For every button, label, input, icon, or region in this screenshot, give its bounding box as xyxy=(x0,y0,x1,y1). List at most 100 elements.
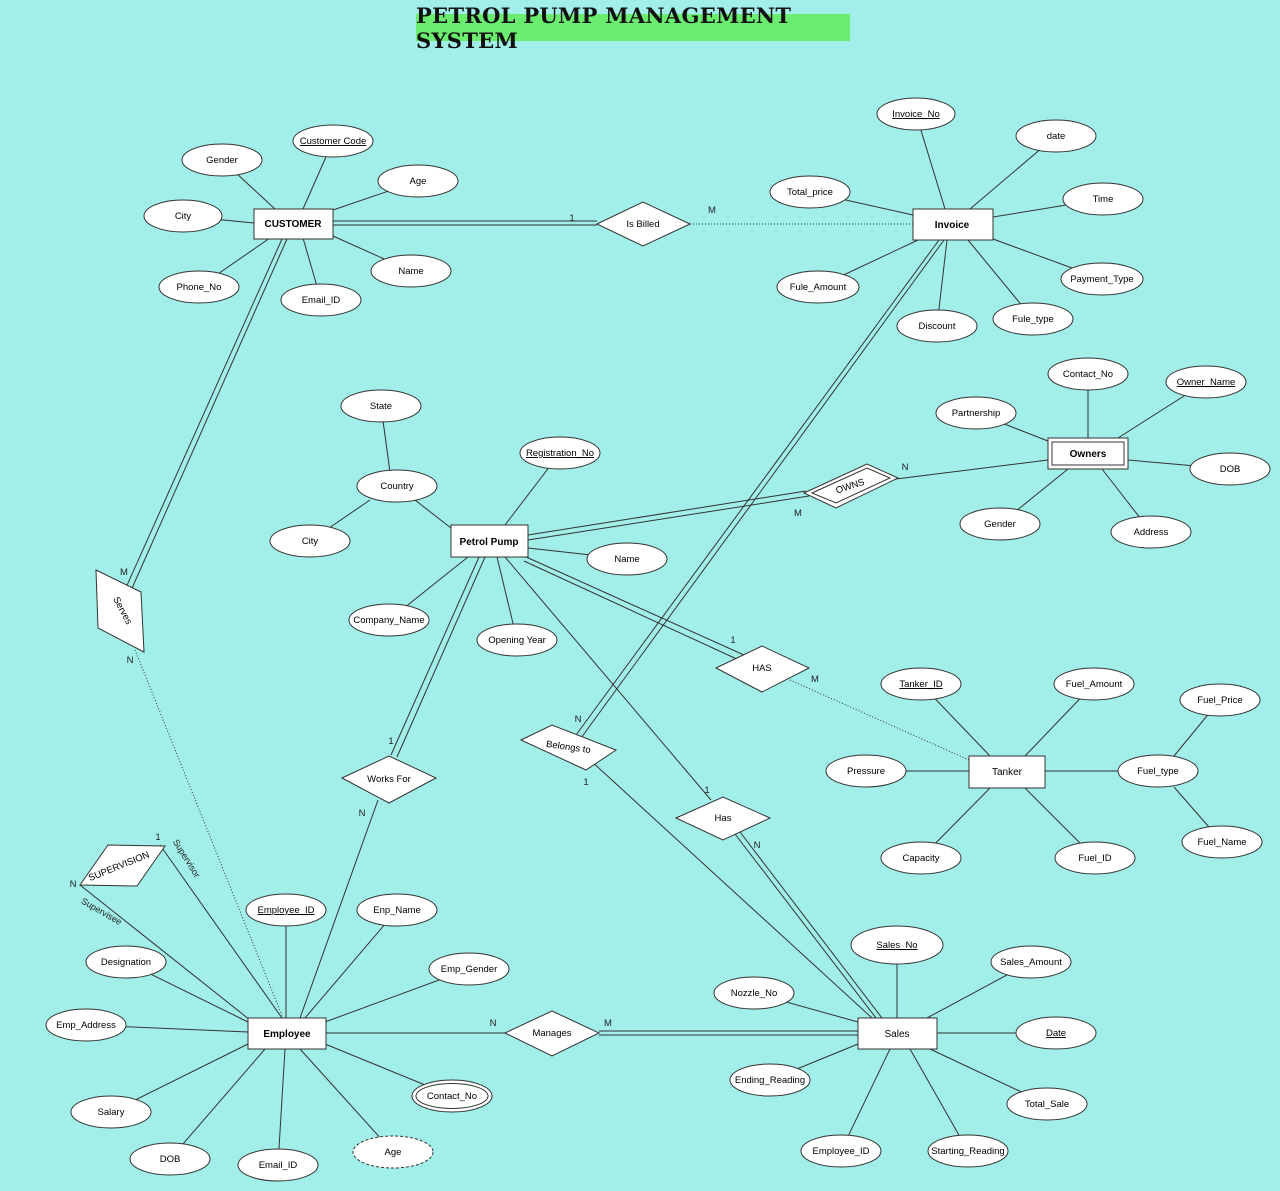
attr-pump-city[interactable]: City xyxy=(269,524,351,558)
entity-sales[interactable]: Sales xyxy=(857,1017,938,1050)
relationship-serves[interactable]: Serves xyxy=(95,569,145,653)
attr-customer-gender[interactable]: Gender xyxy=(181,143,263,177)
entity-customer[interactable]: CUSTOMER xyxy=(253,208,334,240)
attr-owners-contact-label: Contact_No xyxy=(1063,369,1113,380)
attr-invoice-no-label: Invoice_No xyxy=(892,109,940,120)
relationship-owns[interactable]: OWNS xyxy=(802,463,900,509)
attr-employee-salary[interactable]: Salary xyxy=(70,1095,152,1129)
attr-customer-email[interactable]: Email_ID xyxy=(280,283,362,317)
role-supervisee: Supervisee xyxy=(80,896,124,927)
attr-tanker-fuel-id-label: Fuel_ID xyxy=(1078,853,1111,864)
attr-sales-ending-reading[interactable]: Ending_Reading xyxy=(729,1063,811,1097)
attr-tanker-fuel-price[interactable]: Fuel_Price xyxy=(1179,683,1261,717)
relationship-supervision[interactable]: SUPERVISION xyxy=(79,844,166,887)
attr-invoice-discount[interactable]: Discount xyxy=(896,309,978,343)
attr-owners-partnership[interactable]: Partnership xyxy=(935,396,1017,430)
attr-tanker-fuel-id[interactable]: Fuel_ID xyxy=(1054,841,1136,875)
attr-employee-name[interactable]: Enp_Name xyxy=(356,893,438,927)
attr-tanker-fuel-amount[interactable]: Fuel_Amount xyxy=(1053,667,1135,701)
attr-employee-dob-label: DOB xyxy=(160,1154,181,1165)
attr-sales-employee-id[interactable]: Employee_ID xyxy=(800,1134,882,1168)
attr-pump-name-label: Name xyxy=(614,554,639,565)
attr-employee-id[interactable]: Employee_ID xyxy=(245,893,327,927)
relationship-manages[interactable]: Manages xyxy=(503,1010,601,1057)
relationship-has-sales[interactable]: Has xyxy=(674,796,772,841)
attr-customer-age[interactable]: Age xyxy=(377,164,459,198)
card-supervision-left: N xyxy=(70,879,77,890)
entity-petrol-pump[interactable]: Petrol Pump xyxy=(450,524,529,558)
attr-invoice-no[interactable]: Invoice_No xyxy=(876,97,956,131)
attr-employee-address[interactable]: Emp_Address xyxy=(45,1008,127,1042)
relationship-has-tanker[interactable]: HAS xyxy=(714,645,811,693)
attr-employee-dob[interactable]: DOB xyxy=(129,1142,211,1176)
attr-sales-no[interactable]: Sales_No xyxy=(850,925,944,965)
attr-invoice-fule-amount-label: Fule_Amount xyxy=(790,282,847,293)
entity-tanker-label: Tanker xyxy=(992,767,1023,778)
attr-owners-name[interactable]: Owner_Name xyxy=(1165,365,1247,399)
attr-owners-contact[interactable]: Contact_No xyxy=(1047,357,1129,391)
attr-tanker-id[interactable]: Tanker_ID xyxy=(880,667,962,701)
attr-pump-opening-year[interactable]: Opening Year xyxy=(476,623,558,657)
attr-customer-age-label: Age xyxy=(410,176,427,187)
attr-tanker-fuel-type-label: Fuel_type xyxy=(1137,766,1179,777)
attr-sales-total[interactable]: Total_Sale xyxy=(1006,1087,1088,1121)
attr-sales-date[interactable]: Date xyxy=(1015,1016,1097,1050)
attr-pump-name[interactable]: Name xyxy=(586,542,668,576)
relationship-is-billed[interactable]: Is Billed xyxy=(595,201,692,247)
attr-sales-starting-reading[interactable]: Starting_Reading xyxy=(927,1134,1009,1168)
entity-owners[interactable]: Owners xyxy=(1047,437,1129,470)
attr-invoice-total-price[interactable]: Total_price xyxy=(769,175,851,209)
attr-employee-email[interactable]: Email_ID xyxy=(237,1148,319,1182)
attr-tanker-fuel-type[interactable]: Fuel_type xyxy=(1117,754,1199,788)
entity-petrol-pump-label: Petrol Pump xyxy=(460,537,519,548)
attr-owners-address[interactable]: Address xyxy=(1110,515,1192,549)
attr-sales-nozzle[interactable]: Nozzle_No xyxy=(713,976,795,1010)
attr-pump-company[interactable]: Company_Name xyxy=(348,603,430,637)
attr-employee-gender[interactable]: Emp_Gender xyxy=(428,952,510,986)
attr-sales-total-label: Total_Sale xyxy=(1025,1099,1069,1110)
attr-owners-dob[interactable]: DOB xyxy=(1189,452,1271,486)
attr-invoice-date[interactable]: date xyxy=(1015,119,1097,153)
attr-invoice-fule-amount[interactable]: Fule_Amount xyxy=(776,270,860,304)
entity-employee[interactable]: Employee xyxy=(247,1017,327,1050)
card-has-sales-pump: 1 xyxy=(704,785,709,796)
entity-invoice[interactable]: Invoice xyxy=(912,208,994,241)
attr-tanker-capacity[interactable]: Capacity xyxy=(880,841,962,875)
card-manages-sales: M xyxy=(604,1018,612,1029)
card-supervision-right: 1 xyxy=(155,832,160,843)
attr-owners-address-label: Address xyxy=(1134,527,1169,538)
relationship-belongs-to[interactable]: Belongs to xyxy=(519,724,618,771)
attr-invoice-time-label: Time xyxy=(1093,194,1114,205)
attr-pump-state-label: State xyxy=(370,401,392,412)
attr-owners-name-label: Owner_Name xyxy=(1177,377,1236,388)
attr-invoice-time[interactable]: Time xyxy=(1062,182,1144,216)
attr-customer-phone[interactable]: Phone_No xyxy=(158,270,240,304)
attr-customer-city[interactable]: City xyxy=(143,199,223,233)
attr-pump-registration[interactable]: Registration_No xyxy=(519,436,601,470)
attr-employee-designation[interactable]: Designation xyxy=(85,945,167,979)
attr-employee-designation-label: Designation xyxy=(101,957,151,968)
attr-invoice-discount-label: Discount xyxy=(919,321,956,332)
attr-pump-country[interactable]: Country xyxy=(356,469,438,503)
attr-owners-gender[interactable]: Gender xyxy=(959,507,1041,541)
card-serves-customer: M xyxy=(120,567,128,578)
attr-customer-gender-label: Gender xyxy=(206,155,238,166)
attr-customer-code[interactable]: Customer Code xyxy=(292,124,374,158)
attr-sales-amount[interactable]: Sales_Amount xyxy=(990,945,1072,979)
entity-invoice-label: Invoice xyxy=(935,220,970,231)
card-has-tanker: M xyxy=(811,674,819,685)
attr-employee-contact-label: Contact_No xyxy=(427,1091,477,1102)
attr-customer-email-label: Email_ID xyxy=(302,295,341,306)
attr-sales-ending-reading-label: Ending_Reading xyxy=(735,1075,805,1086)
attr-pump-state[interactable]: State xyxy=(340,389,422,423)
attr-employee-age[interactable]: Age xyxy=(352,1135,434,1169)
attr-tanker-fuel-name[interactable]: Fuel_Name xyxy=(1181,825,1263,859)
attr-pump-company-label: Company_Name xyxy=(353,615,424,626)
entity-tanker[interactable]: Tanker xyxy=(968,755,1046,789)
attr-customer-name[interactable]: Name xyxy=(370,254,452,288)
attr-employee-contact[interactable]: Contact_No xyxy=(411,1079,493,1113)
attr-invoice-payment-type[interactable]: Payment_Type xyxy=(1060,262,1144,296)
relationship-works-for[interactable]: Works For xyxy=(340,755,438,804)
attr-tanker-pressure[interactable]: Pressure xyxy=(825,754,907,788)
attr-invoice-fule-type[interactable]: Fule_type xyxy=(992,302,1074,336)
